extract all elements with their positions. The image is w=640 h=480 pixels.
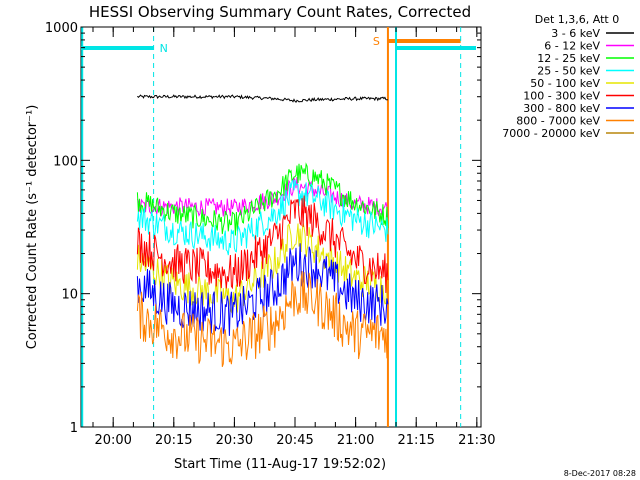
saa-flag-label: S bbox=[373, 35, 380, 48]
y-axis: 1 10 100 1000 bbox=[45, 21, 481, 436]
legend-entry-label: 7000 - 20000 keV bbox=[502, 127, 600, 140]
legend-entry-label: 12 - 25 keV bbox=[537, 52, 600, 65]
legend-entry-label: 6 - 12 keV bbox=[544, 40, 600, 53]
y-tick-label: 100 bbox=[53, 154, 78, 169]
series-line bbox=[136, 271, 389, 368]
x-tick-label: 21:30 bbox=[458, 433, 495, 448]
series-line bbox=[136, 243, 389, 336]
y-tick-label: 1 bbox=[70, 421, 78, 436]
legend-entry-label: 800 - 7000 keV bbox=[516, 115, 600, 128]
x-axis-label: Start Time (11-Aug-17 19:52:02) bbox=[174, 457, 386, 472]
y-axis-label: Corrected Count Rate (s⁻¹ detector⁻¹) bbox=[25, 105, 40, 350]
series-line bbox=[136, 162, 389, 236]
y-tick-label: 10 bbox=[61, 288, 78, 303]
x-axis: 20:00 20:15 20:30 20:45 21:00 21:15 21:30 bbox=[92, 27, 496, 448]
x-tick-label: 20:00 bbox=[94, 433, 131, 448]
plot-frame bbox=[80, 26, 482, 428]
series-line bbox=[137, 94, 389, 104]
legend-entry-label: 3 - 6 keV bbox=[551, 27, 600, 40]
night-flag-label: N bbox=[160, 42, 168, 55]
series-line bbox=[136, 179, 389, 256]
chart-title: HESSI Observing Summary Count Rates, Cor… bbox=[89, 3, 471, 21]
legend-entry-label: 100 - 300 keV bbox=[523, 90, 600, 103]
x-tick-label: 21:00 bbox=[337, 433, 374, 448]
flag-bars: NS bbox=[81, 27, 476, 427]
series-line bbox=[136, 195, 389, 294]
x-tick-label: 21:15 bbox=[397, 433, 434, 448]
y-tick-label: 1000 bbox=[45, 21, 78, 36]
x-tick-label: 20:15 bbox=[155, 433, 192, 448]
x-tick-label: 20:45 bbox=[276, 433, 313, 448]
legend-entry-label: 50 - 100 keV bbox=[530, 77, 600, 90]
series-group bbox=[136, 94, 389, 368]
footer-date: 8-Dec-2017 08:28 bbox=[564, 469, 636, 478]
legend-title: Det 1,3,6, Att 0 bbox=[535, 13, 619, 26]
legend-entry-label: 300 - 800 keV bbox=[523, 102, 600, 115]
legend-entry-label: 25 - 50 keV bbox=[537, 65, 600, 78]
x-tick-label: 20:30 bbox=[216, 433, 253, 448]
